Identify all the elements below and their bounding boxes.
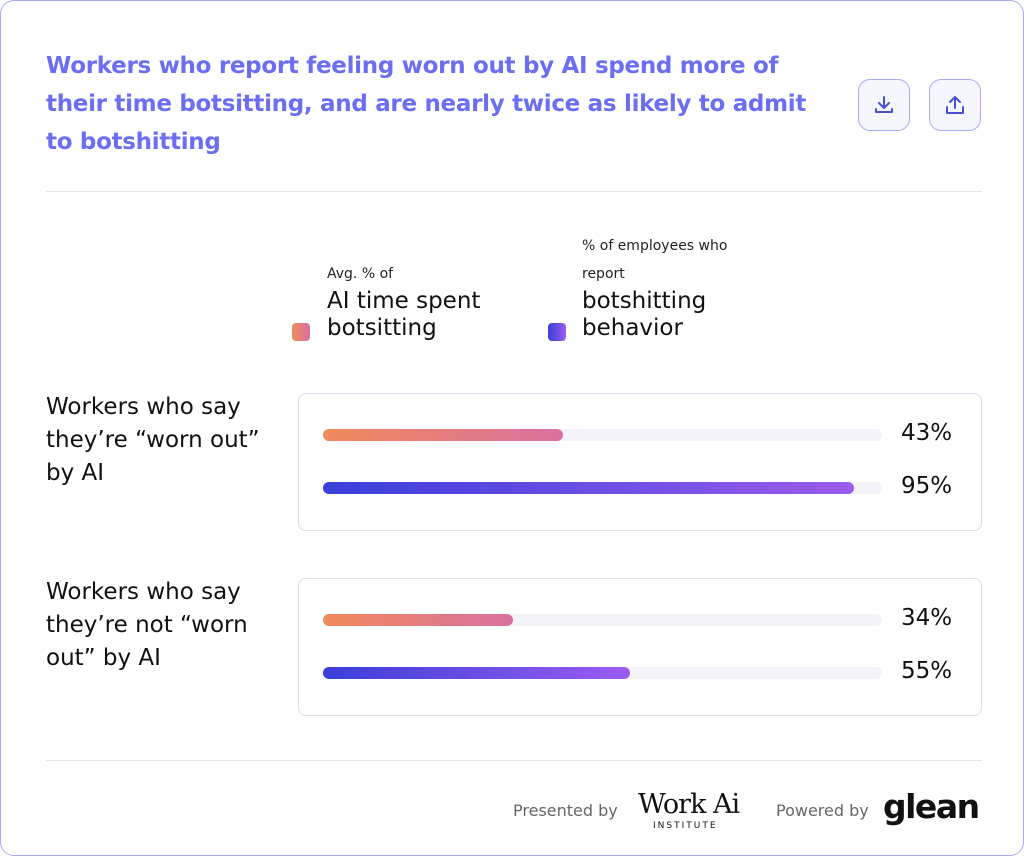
legend-label: botshitting behavior xyxy=(582,288,707,341)
download-icon xyxy=(875,96,893,113)
divider xyxy=(46,191,982,192)
legend-entry: Avg. % of AI time spent botsitting xyxy=(327,260,507,342)
powered-by: Powered by xyxy=(776,801,869,820)
legend-note: Avg. % of xyxy=(327,266,394,282)
bar xyxy=(323,429,564,441)
legend-swatch xyxy=(548,323,566,341)
bar xyxy=(323,482,855,494)
legend-note: % of employees who report xyxy=(582,238,728,282)
value-label: 95% xyxy=(901,473,953,499)
presented-by: Presented by xyxy=(513,801,618,820)
logo-sub: INSTITUTE xyxy=(653,821,718,831)
category-label: Workers who say they’re “worn out” by AI xyxy=(46,394,260,486)
share-icon xyxy=(946,96,964,114)
value-label: 34% xyxy=(901,605,953,631)
powered-logo: glean xyxy=(883,787,980,826)
row-box xyxy=(298,578,982,716)
value-label: 55% xyxy=(901,658,953,684)
row-box xyxy=(298,393,982,531)
divider xyxy=(46,760,982,761)
chart-title: Workers who report feeling worn out by A… xyxy=(46,53,807,155)
legend-entry: % of employees who report botshitting beh… xyxy=(582,232,732,342)
share-button[interactable] xyxy=(929,79,981,131)
bar xyxy=(323,667,631,679)
legend-swatch xyxy=(292,323,310,341)
category-label: Workers who say they’re not “worn out” b… xyxy=(46,579,248,671)
value-label: 43% xyxy=(901,420,953,446)
bar xyxy=(323,614,514,626)
download-button[interactable] xyxy=(858,79,910,131)
legend-label: AI time spent botsitting xyxy=(327,288,481,341)
logo-main: Work Ai xyxy=(638,789,740,820)
